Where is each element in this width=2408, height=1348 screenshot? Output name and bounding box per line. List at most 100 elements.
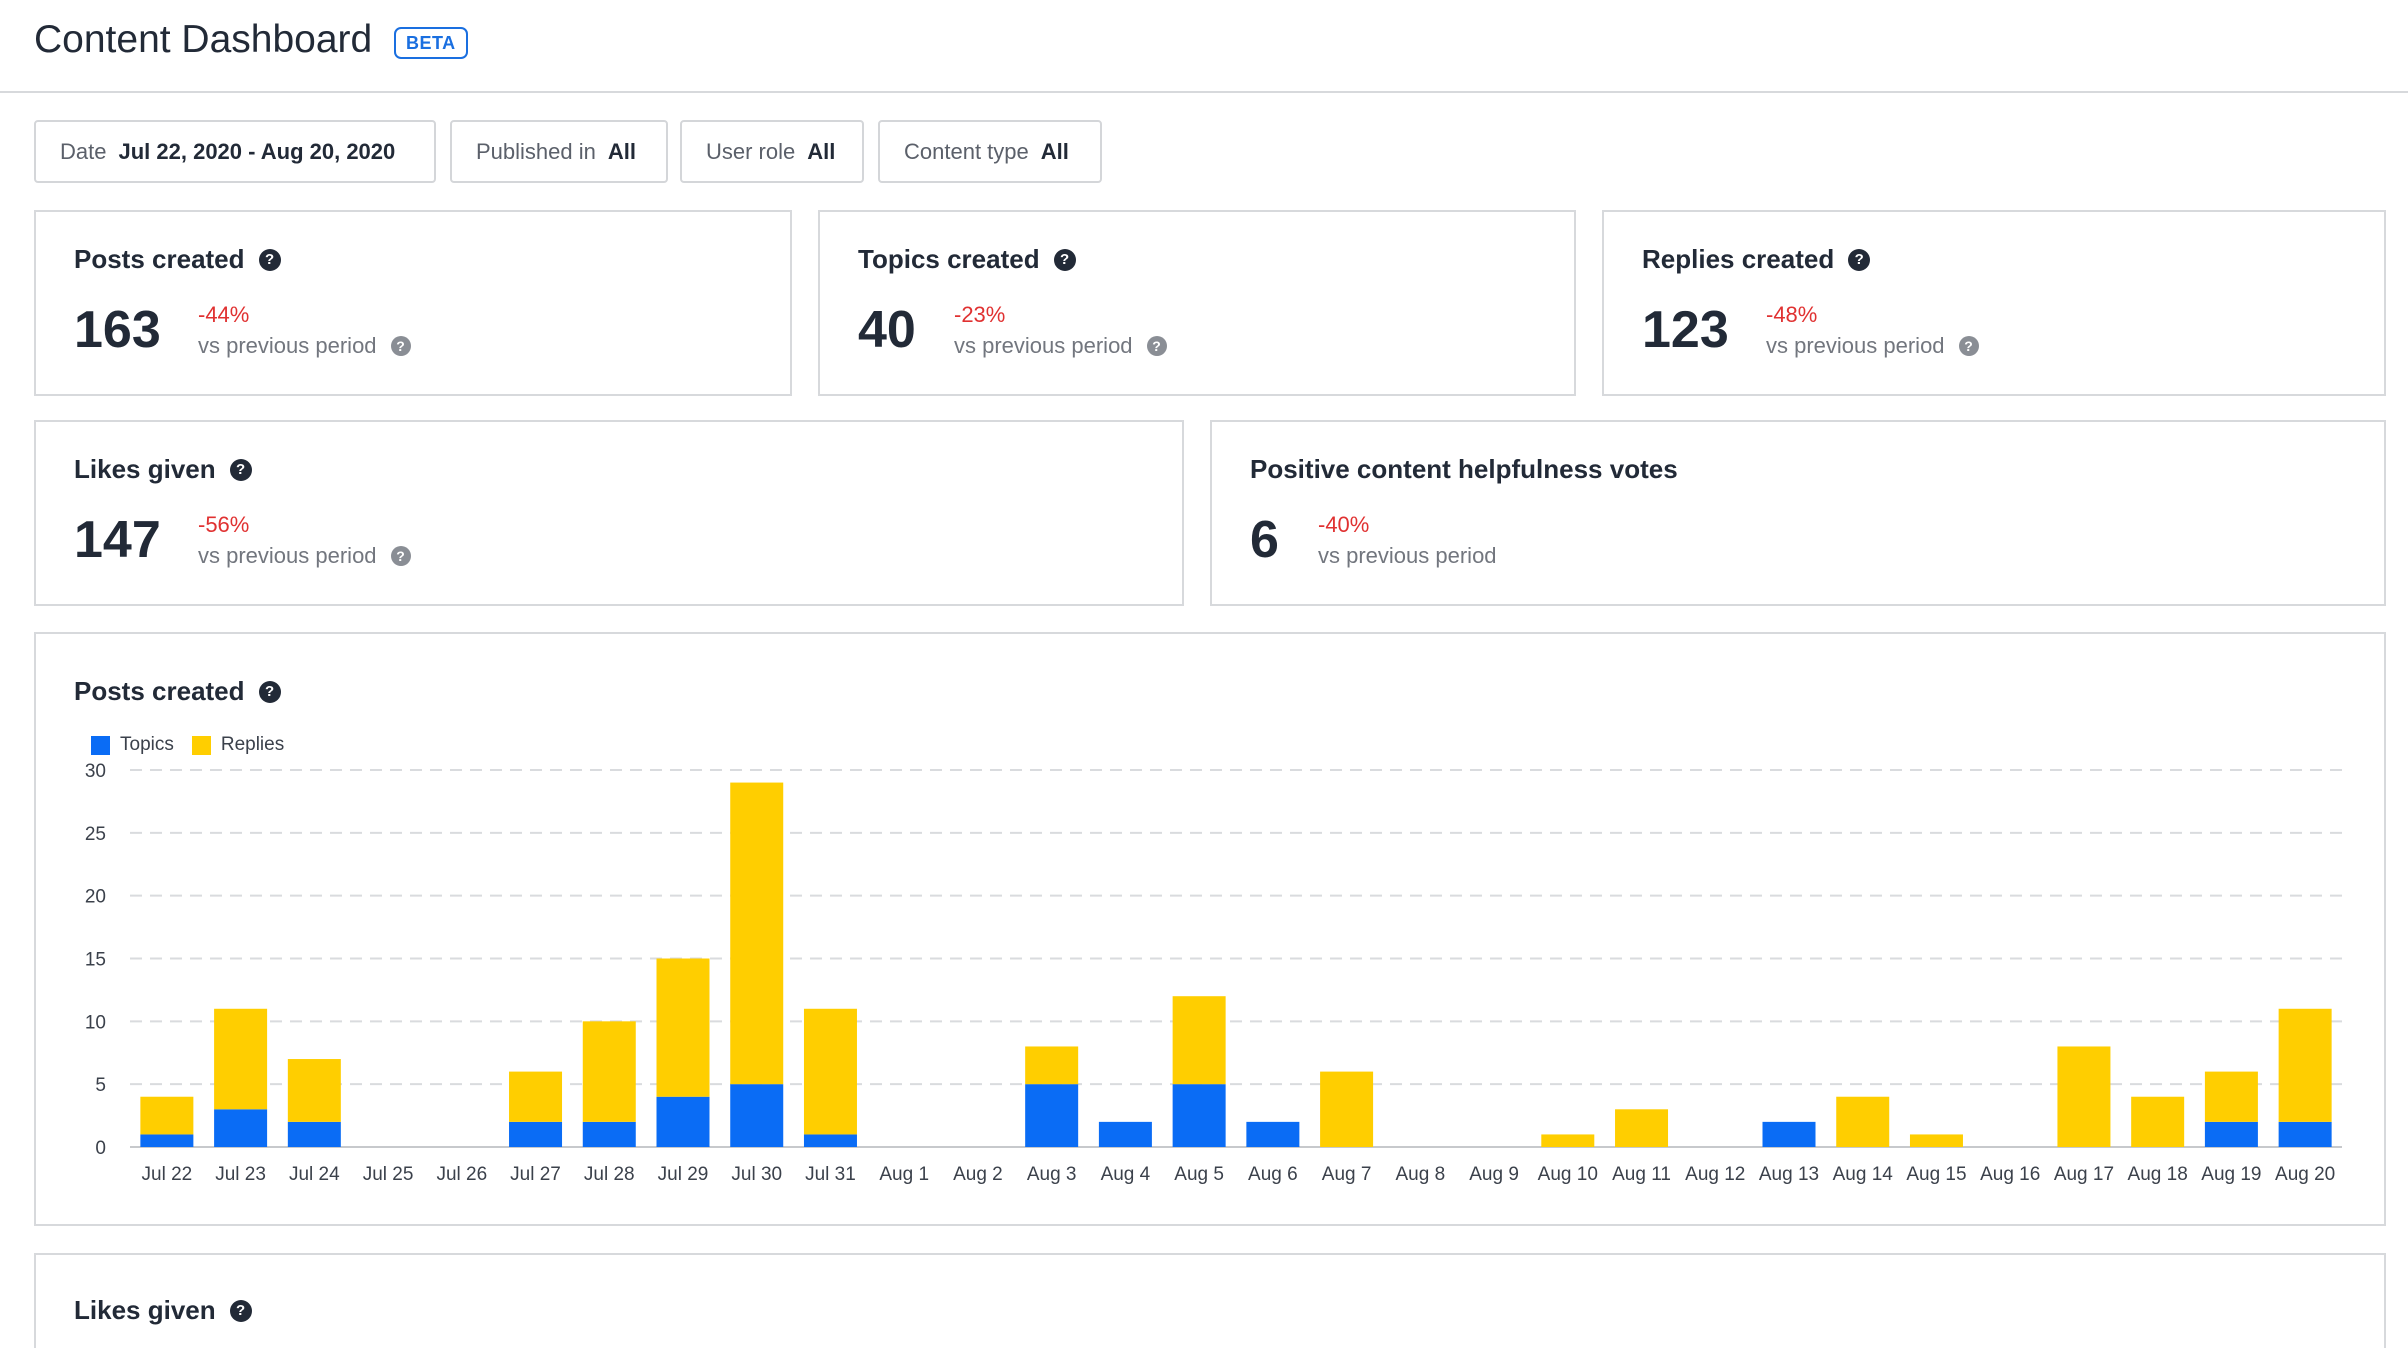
bar-topics	[803, 1134, 857, 1147]
x-tick-label: Jul 25	[363, 1164, 414, 1185]
question-circle-icon[interactable]: ?	[1146, 336, 1167, 356]
likes-chart-title: Likes given	[74, 1295, 216, 1325]
posts-created-delta: -44%	[198, 302, 250, 327]
legend-item-topics[interactable]: Topics	[91, 734, 174, 756]
y-tick-label: 10	[85, 1012, 106, 1033]
x-tick-label: Aug 11	[1612, 1164, 1671, 1185]
date-filter-value: Jul 22, 2020 - Aug 20, 2020	[118, 138, 396, 164]
x-tick-label: Aug 16	[1980, 1164, 2040, 1185]
bar-replies	[1320, 1071, 1374, 1147]
y-tick-label: 25	[85, 824, 106, 845]
bar-topics	[582, 1121, 636, 1147]
y-tick-label: 20	[85, 887, 106, 908]
bar-replies	[730, 782, 784, 1085]
posts-created-value: 163	[74, 301, 161, 359]
x-tick-label: Jul 30	[731, 1164, 782, 1185]
bar-replies	[2204, 1071, 2258, 1122]
x-tick-label: Jul 31	[805, 1164, 856, 1185]
bar-topics	[1098, 1121, 1152, 1147]
topics-created-value: 40	[858, 301, 916, 359]
bar-topics	[140, 1134, 194, 1147]
question-circle-icon[interactable]: ?	[1958, 336, 1979, 356]
bar-topics	[1246, 1121, 1300, 1147]
chart-title: Posts created	[74, 676, 245, 706]
legend-swatch-replies	[191, 735, 211, 755]
bar-replies	[1172, 996, 1226, 1085]
user-role-filter[interactable]: User role All	[680, 120, 864, 183]
helpfulness-votes-title: Positive content helpfulness votes	[1250, 454, 1678, 484]
bar-topics	[214, 1109, 268, 1147]
bar-replies	[1541, 1134, 1595, 1147]
legend-label-replies: Replies	[220, 734, 285, 755]
posts-created-card: Posts created? 163 -44% vs previous peri…	[34, 210, 792, 396]
x-tick-label: Aug 5	[1174, 1164, 1224, 1185]
helpfulness-votes-card: Positive content helpfulness votes 6 -40…	[1210, 420, 2386, 606]
bar-topics	[1172, 1084, 1226, 1147]
x-tick-label: Aug 4	[1101, 1164, 1151, 1185]
question-circle-icon[interactable]: ?	[1848, 248, 1871, 271]
likes-given-card: Likes given? 147 -56% vs previous period…	[34, 420, 1184, 606]
header: Content Dashboard BETA	[0, 0, 2408, 93]
bar-replies	[2278, 1008, 2332, 1122]
question-circle-icon[interactable]: ?	[258, 248, 281, 271]
question-circle-icon[interactable]: ?	[229, 1299, 252, 1322]
bar-replies	[656, 958, 710, 1097]
replies-created-vs: vs previous period	[1766, 333, 1945, 358]
x-tick-label: Aug 9	[1469, 1164, 1519, 1185]
bar-topics	[1025, 1084, 1079, 1147]
replies-created-title: Replies created	[1642, 244, 1835, 274]
x-tick-label: Aug 17	[2054, 1164, 2114, 1185]
question-circle-icon[interactable]: ?	[390, 546, 411, 566]
question-circle-icon[interactable]: ?	[258, 680, 281, 703]
x-tick-label: Aug 14	[1833, 1164, 1894, 1185]
posts-created-vs: vs previous period	[198, 333, 377, 358]
content-type-filter-value: All	[1040, 138, 1069, 164]
bar-replies	[2057, 1046, 2111, 1147]
replies-created-delta: -48%	[1766, 302, 1818, 327]
x-tick-label: Aug 20	[2275, 1164, 2335, 1185]
x-tick-label: Aug 8	[1396, 1164, 1446, 1185]
topics-created-title: Topics created	[858, 244, 1040, 274]
bar-replies	[803, 1008, 857, 1135]
x-tick-label: Jul 22	[142, 1164, 193, 1185]
replies-created-card: Replies created? 123 -48% vs previous pe…	[1602, 210, 2386, 396]
user-role-filter-value: All	[807, 138, 836, 164]
x-tick-label: Aug 18	[2128, 1164, 2188, 1185]
likes-given-title: Likes given	[74, 454, 216, 484]
y-tick-label: 0	[95, 1138, 106, 1159]
date-filter-label: Date	[60, 138, 107, 164]
x-tick-label: Jul 28	[584, 1164, 635, 1185]
x-tick-label: Aug 10	[1538, 1164, 1598, 1185]
date-filter[interactable]: Date Jul 22, 2020 - Aug 20, 2020	[34, 120, 436, 183]
topics-created-card: Topics created? 40 -23% vs previous peri…	[818, 210, 1576, 396]
x-tick-label: Jul 26	[436, 1164, 487, 1185]
x-tick-label: Aug 6	[1248, 1164, 1298, 1185]
bar-replies	[214, 1008, 268, 1110]
x-tick-label: Aug 19	[2201, 1164, 2261, 1185]
bar-topics	[2278, 1121, 2332, 1147]
y-tick-label: 15	[85, 950, 106, 971]
topics-created-vs: vs previous period	[954, 333, 1133, 358]
content-type-filter[interactable]: Content type All	[878, 120, 1102, 183]
question-circle-icon[interactable]: ?	[229, 458, 252, 481]
bar-replies	[1909, 1134, 1963, 1147]
legend-item-replies[interactable]: Replies	[191, 734, 285, 756]
x-tick-label: Aug 7	[1322, 1164, 1372, 1185]
x-tick-label: Jul 24	[289, 1164, 340, 1185]
x-tick-label: Aug 3	[1027, 1164, 1077, 1185]
x-tick-label: Aug 12	[1685, 1164, 1745, 1185]
bar-topics	[2204, 1121, 2258, 1147]
legend-swatch-topics	[91, 735, 110, 755]
bar-replies	[1836, 1096, 1890, 1147]
question-circle-icon[interactable]: ?	[390, 336, 411, 356]
x-tick-label: Jul 29	[658, 1164, 709, 1185]
helpfulness-votes-value: 6	[1250, 511, 1279, 569]
posts-created-chart-card: Posts created? Topics Replies 0 5 10 15 20 25…	[34, 632, 2386, 1226]
published-in-filter[interactable]: Published in All	[450, 120, 668, 183]
bar-topics	[656, 1096, 710, 1147]
question-circle-icon[interactable]: ?	[1053, 248, 1076, 271]
bar-replies	[582, 1021, 636, 1122]
replies-created-value: 123	[1642, 301, 1729, 359]
likes-given-vs: vs previous period	[198, 543, 377, 568]
helpfulness-votes-delta: -40%	[1318, 512, 1370, 537]
